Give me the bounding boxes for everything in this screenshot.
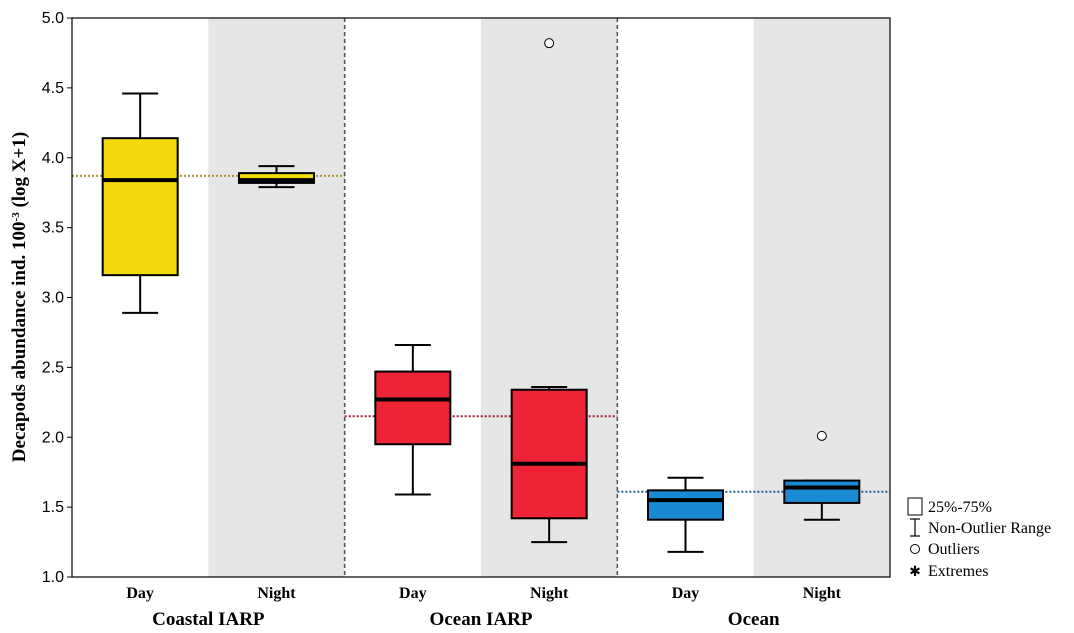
legend-label-outlier: Outliers: [928, 541, 980, 558]
y-tick-label: 5.0: [42, 10, 64, 27]
iqr-box: [783, 479, 861, 504]
y-tick-label: 1.0: [42, 569, 64, 586]
category-label: Day: [399, 585, 427, 602]
y-axis-label-sup: -3: [10, 212, 22, 222]
legend-whisker-symbol: [910, 518, 920, 537]
iqr-box: [374, 370, 452, 446]
group-separators: [343, 18, 619, 577]
night-shade-0: [208, 18, 345, 577]
y-axis-label-main: Decapods abundance ind. 100: [9, 221, 30, 462]
category-label: Day: [126, 585, 154, 602]
iqr-box: [510, 388, 588, 520]
category-label: Night: [803, 585, 842, 602]
y-tick-label: 3.0: [42, 290, 64, 307]
box-2-1: [783, 430, 861, 521]
shaded-backgrounds: [208, 18, 890, 577]
box-series: [101, 38, 861, 553]
category-label: Night: [530, 585, 569, 602]
y-tick-label: 1.5: [42, 499, 64, 516]
group-label: Ocean IARP: [430, 609, 533, 630]
y-axis-label-tail: (log X+1): [9, 132, 30, 212]
box-1-1: [510, 38, 588, 544]
iqr-box: [647, 489, 724, 521]
y-tick-label: 4.5: [42, 80, 64, 97]
iqr-box: [238, 172, 315, 184]
box-0-0: [101, 92, 179, 314]
box-1-0: [374, 344, 452, 496]
outlier-point: [816, 430, 827, 441]
legend-label-whisker: Non-Outlier Range: [928, 520, 1051, 537]
legend-label-extreme: Extremes: [928, 563, 988, 580]
iqr-box: [101, 137, 179, 277]
legend-extreme-symbol: ✱: [909, 564, 921, 580]
box-0-1: [238, 165, 315, 189]
y-tick-label: 2.0: [42, 429, 64, 446]
category-label: Night: [257, 585, 296, 602]
group-label: Ocean: [728, 609, 780, 630]
y-tick-label: 2.5: [42, 359, 64, 376]
legend-box-symbol: [907, 497, 923, 516]
legend: 25%-75% Non-Outlier Range Outliers ✱ Ext…: [907, 497, 1051, 580]
group-label: Coastal IARP: [152, 609, 265, 630]
y-axis-ticks: 1.0 1.5 2.0 2.5 3.0 3.5 4.0 4.5 5.0: [42, 10, 72, 586]
outlier-point: [544, 38, 555, 49]
legend-outlier-symbol: [910, 544, 920, 554]
legend-label-box: 25%-75%: [928, 499, 992, 516]
box-2-0: [647, 476, 724, 553]
y-axis-label: Decapods abundance ind. 100-3 (log X+1): [9, 132, 30, 462]
y-tick-label: 3.5: [42, 220, 64, 237]
y-tick-label: 4.0: [42, 150, 64, 167]
category-label: Day: [672, 585, 700, 602]
